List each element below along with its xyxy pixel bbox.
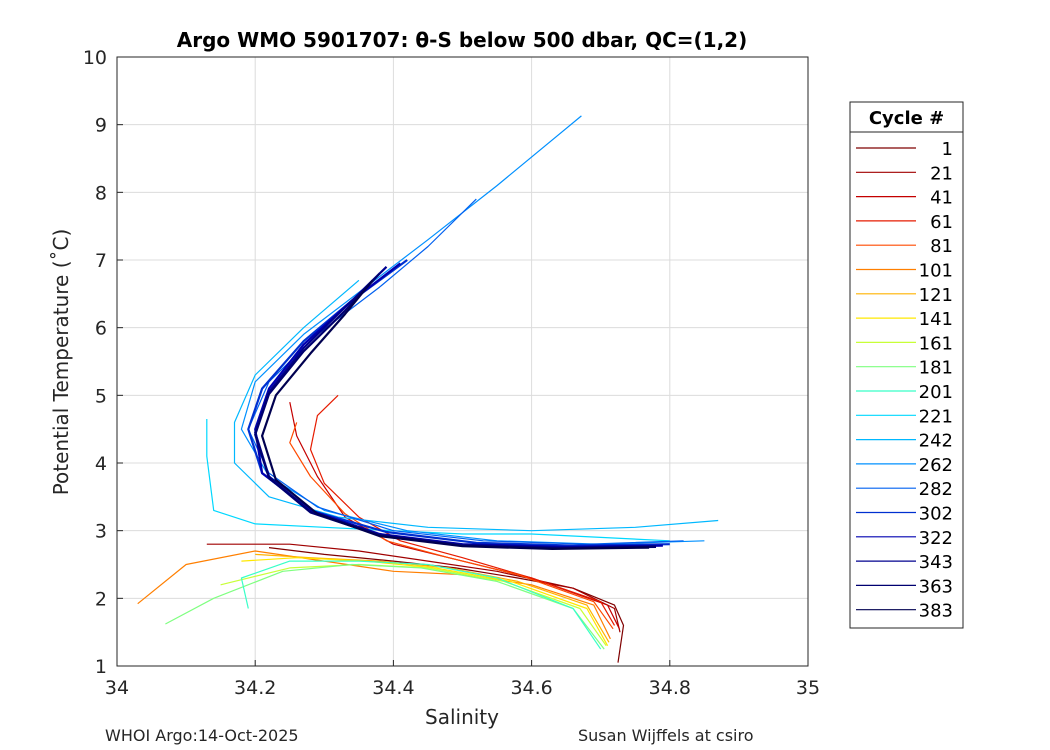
legend-label-cycle-121: 121	[919, 285, 953, 306]
legend-label-cycle-262: 262	[919, 455, 953, 476]
legend-label-cycle-201: 201	[919, 382, 953, 403]
legend-label-cycle-282: 282	[919, 479, 953, 500]
legend-label-cycle-302: 302	[919, 504, 953, 525]
series-line-cycle-282	[247, 198, 684, 545]
legend-label-cycle-363: 363	[919, 576, 953, 597]
series-line-cycle-121	[255, 553, 610, 643]
y-tick-label: 1	[95, 656, 107, 678]
plot-area-box	[116, 56, 809, 667]
y-tick-label: 10	[83, 47, 107, 69]
legend-label-cycle-221: 221	[919, 406, 953, 427]
series-line-cycle-363	[254, 272, 657, 550]
x-tick-label: 34.6	[510, 677, 552, 699]
y-tick-label: 8	[95, 182, 107, 204]
series-line-cycle-61	[309, 394, 616, 626]
series-line-cycle-1	[268, 547, 625, 663]
series-layer	[137, 115, 719, 663]
legend-label-cycle-21: 21	[930, 163, 953, 184]
series-line-cycle-41	[289, 401, 620, 630]
legend-label-cycle-61: 61	[930, 212, 953, 233]
y-tick-label: 6	[95, 318, 107, 340]
legend-label-cycle-141: 141	[919, 309, 953, 330]
legend-label-cycle-343: 343	[919, 552, 953, 573]
legend: Cycle #121416181101121141161181201221242…	[849, 101, 964, 629]
y-axis-label: Potential Temperature (˚C)	[49, 229, 73, 496]
footer-credit-left: WHOI Argo:14-Oct-2025	[105, 726, 299, 745]
series-line-cycle-242	[233, 279, 719, 532]
y-tick-label: 2	[95, 588, 107, 610]
x-tick-label: 34.4	[372, 677, 414, 699]
legend-label-cycle-242: 242	[919, 431, 953, 452]
legend-label-cycle-161: 161	[919, 333, 953, 354]
legend-label-cycle-181: 181	[919, 358, 953, 379]
x-tick-label: 34.2	[234, 677, 276, 699]
series-line-cycle-81	[289, 422, 614, 630]
y-tick-label: 9	[95, 115, 107, 137]
y-tick-label: 4	[95, 453, 107, 475]
footer-credit-right: Susan Wijffels at csiro	[578, 726, 754, 745]
series-line-cycle-322	[254, 262, 663, 548]
series-line-cycle-181	[165, 563, 605, 650]
series-line-cycle-383	[261, 279, 650, 550]
legend-label-cycle-41: 41	[930, 188, 953, 209]
series-line-cycle-201	[240, 560, 602, 650]
legend-label-cycle-101: 101	[919, 261, 953, 282]
legend-label-cycle-322: 322	[919, 528, 953, 549]
series-line-cycle-141	[241, 557, 609, 646]
series-line-cycle-161	[220, 563, 607, 647]
legend-label-cycle-383: 383	[919, 601, 953, 622]
y-tick-label: 7	[95, 250, 107, 272]
series-line-cycle-101	[137, 550, 611, 640]
series-line-cycle-262	[240, 115, 705, 545]
y-tick-label: 3	[95, 521, 107, 543]
y-tick-label: 5	[95, 385, 107, 407]
x-tick-label: 34	[105, 677, 129, 699]
series-line-cycle-21	[206, 543, 621, 633]
legend-title: Cycle #	[869, 108, 944, 129]
x-axis-label: Salinity	[425, 705, 499, 729]
x-tick-label: 35	[796, 677, 820, 699]
x-tick-label: 34.8	[649, 677, 691, 699]
legend-box	[849, 101, 964, 629]
chart-title: Argo WMO 5901707: θ-S below 500 dbar, QC…	[177, 28, 747, 52]
legend-label-cycle-1: 1	[942, 139, 953, 160]
legend-label-cycle-81: 81	[930, 236, 953, 257]
